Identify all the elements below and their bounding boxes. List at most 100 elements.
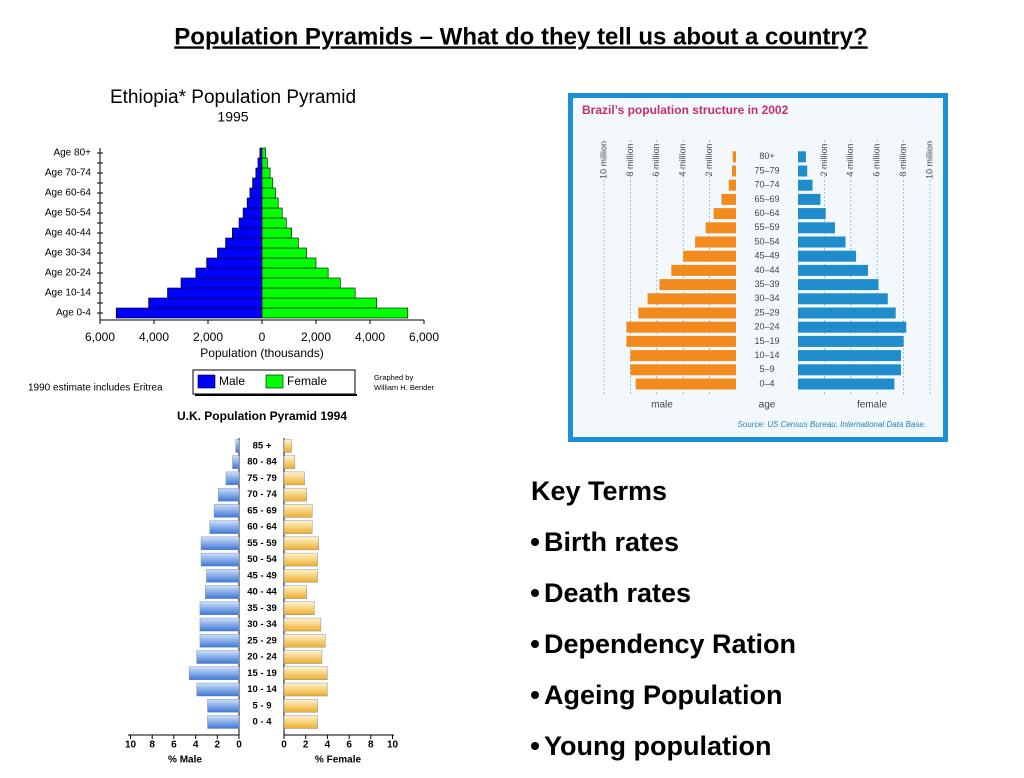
x-tick-label: 6 (171, 740, 177, 751)
x-tick-label: 10 million (598, 141, 608, 179)
chart-credit: William H. Bender (374, 383, 435, 392)
key-term: Death rates (531, 574, 796, 625)
bar (798, 264, 868, 276)
bar (199, 634, 240, 648)
key-term: Dependency Ration (531, 625, 796, 676)
category-label: 15–19 (754, 336, 779, 346)
category-label: 65–69 (754, 194, 779, 204)
bar (249, 187, 263, 199)
bar (638, 307, 736, 319)
x-tick-label: 2 (215, 740, 221, 751)
chart-source: Source: US Census Bureau, International … (737, 420, 926, 429)
bar (732, 165, 736, 177)
bar (261, 277, 341, 289)
legend-swatch (265, 374, 284, 389)
chart-subtitle: 1995 (217, 109, 248, 125)
category-label: Age 60-64 (45, 188, 92, 199)
bar (626, 321, 736, 333)
category-label: 10–14 (754, 350, 779, 360)
x-tick-label: 8 (149, 740, 155, 751)
bar (261, 287, 356, 299)
chart-note: 1990 estimate includes Eritrea (28, 383, 163, 394)
bar (732, 151, 736, 163)
bullet (531, 537, 539, 546)
bar (261, 227, 293, 239)
bar (207, 715, 240, 729)
x-tick-label: 0 (259, 330, 266, 344)
x-tick-label: 0 (236, 740, 242, 751)
legend-label: Female (287, 374, 327, 388)
key-term: Young population (531, 727, 796, 778)
bar (206, 569, 240, 583)
bar (283, 471, 305, 486)
bar (798, 165, 808, 177)
x-tick-label: 2 million (704, 143, 714, 176)
category-label: 0 - 4 (252, 717, 272, 728)
bar (257, 157, 263, 169)
bar (283, 666, 328, 680)
x-tick-label: 0 (281, 740, 287, 751)
category-label: 30 - 34 (247, 619, 277, 630)
bar (671, 264, 736, 276)
category-label: 75 - 79 (247, 473, 277, 484)
category-label: 30–34 (754, 293, 779, 303)
category-label: 40 - 44 (247, 587, 277, 598)
bar (200, 536, 240, 551)
key-terms: Key Terms Birth rates Death rates Dependen… (531, 472, 796, 778)
bar (199, 617, 240, 632)
key-term-text: Birth rates (544, 527, 680, 557)
bar (695, 236, 736, 248)
x-axis-label: Population (thousands) (200, 346, 323, 360)
slide-title: Population Pyramids – What do they tell … (174, 23, 867, 50)
bar (283, 520, 313, 534)
category-label: 35–39 (754, 279, 779, 289)
bullet (531, 639, 539, 648)
x-tick-label: 2 (303, 740, 309, 751)
bar (167, 287, 263, 299)
x-tick-label: 8 (368, 740, 374, 751)
bar (798, 193, 821, 205)
x-tick-label: 6 (346, 740, 352, 751)
legend-shadow (195, 394, 357, 396)
category-label: 45–49 (754, 251, 779, 261)
bar (261, 297, 378, 309)
x-tick-label: 6 million (651, 143, 661, 176)
bar (798, 321, 907, 333)
bar (205, 585, 240, 599)
chart-title: Brazil’s population structure in 2002 (582, 103, 789, 117)
category-label: Age 80+ (53, 148, 91, 159)
x-tick-label: 6,000 (85, 330, 115, 344)
bar (283, 699, 318, 713)
x-tick-label: 10 (387, 740, 399, 751)
bar (798, 335, 904, 347)
category-label: 80+ (759, 151, 774, 161)
bar (798, 307, 896, 319)
x-tick-label: 2,000 (193, 330, 223, 344)
bar (798, 236, 846, 248)
bar (180, 277, 263, 289)
x-axis-label: % Female (315, 755, 362, 766)
bar (798, 279, 879, 291)
bar (246, 197, 263, 209)
bar (196, 650, 240, 664)
bar (232, 227, 263, 239)
bar (261, 237, 299, 249)
bar (261, 207, 283, 219)
category-label: 25–29 (754, 307, 779, 317)
bar (235, 439, 240, 453)
key-term-text: Death rates (544, 578, 692, 608)
category-axis-label: age (759, 400, 776, 411)
bar (207, 699, 240, 713)
bar (261, 187, 276, 199)
bar (283, 617, 322, 632)
x-tick-label: 8 million (898, 143, 908, 176)
bullet (531, 741, 539, 750)
bar (798, 350, 901, 362)
bar (261, 247, 307, 259)
bar (283, 650, 323, 664)
bar (798, 222, 835, 234)
bullet (531, 690, 539, 699)
bar (225, 471, 240, 486)
